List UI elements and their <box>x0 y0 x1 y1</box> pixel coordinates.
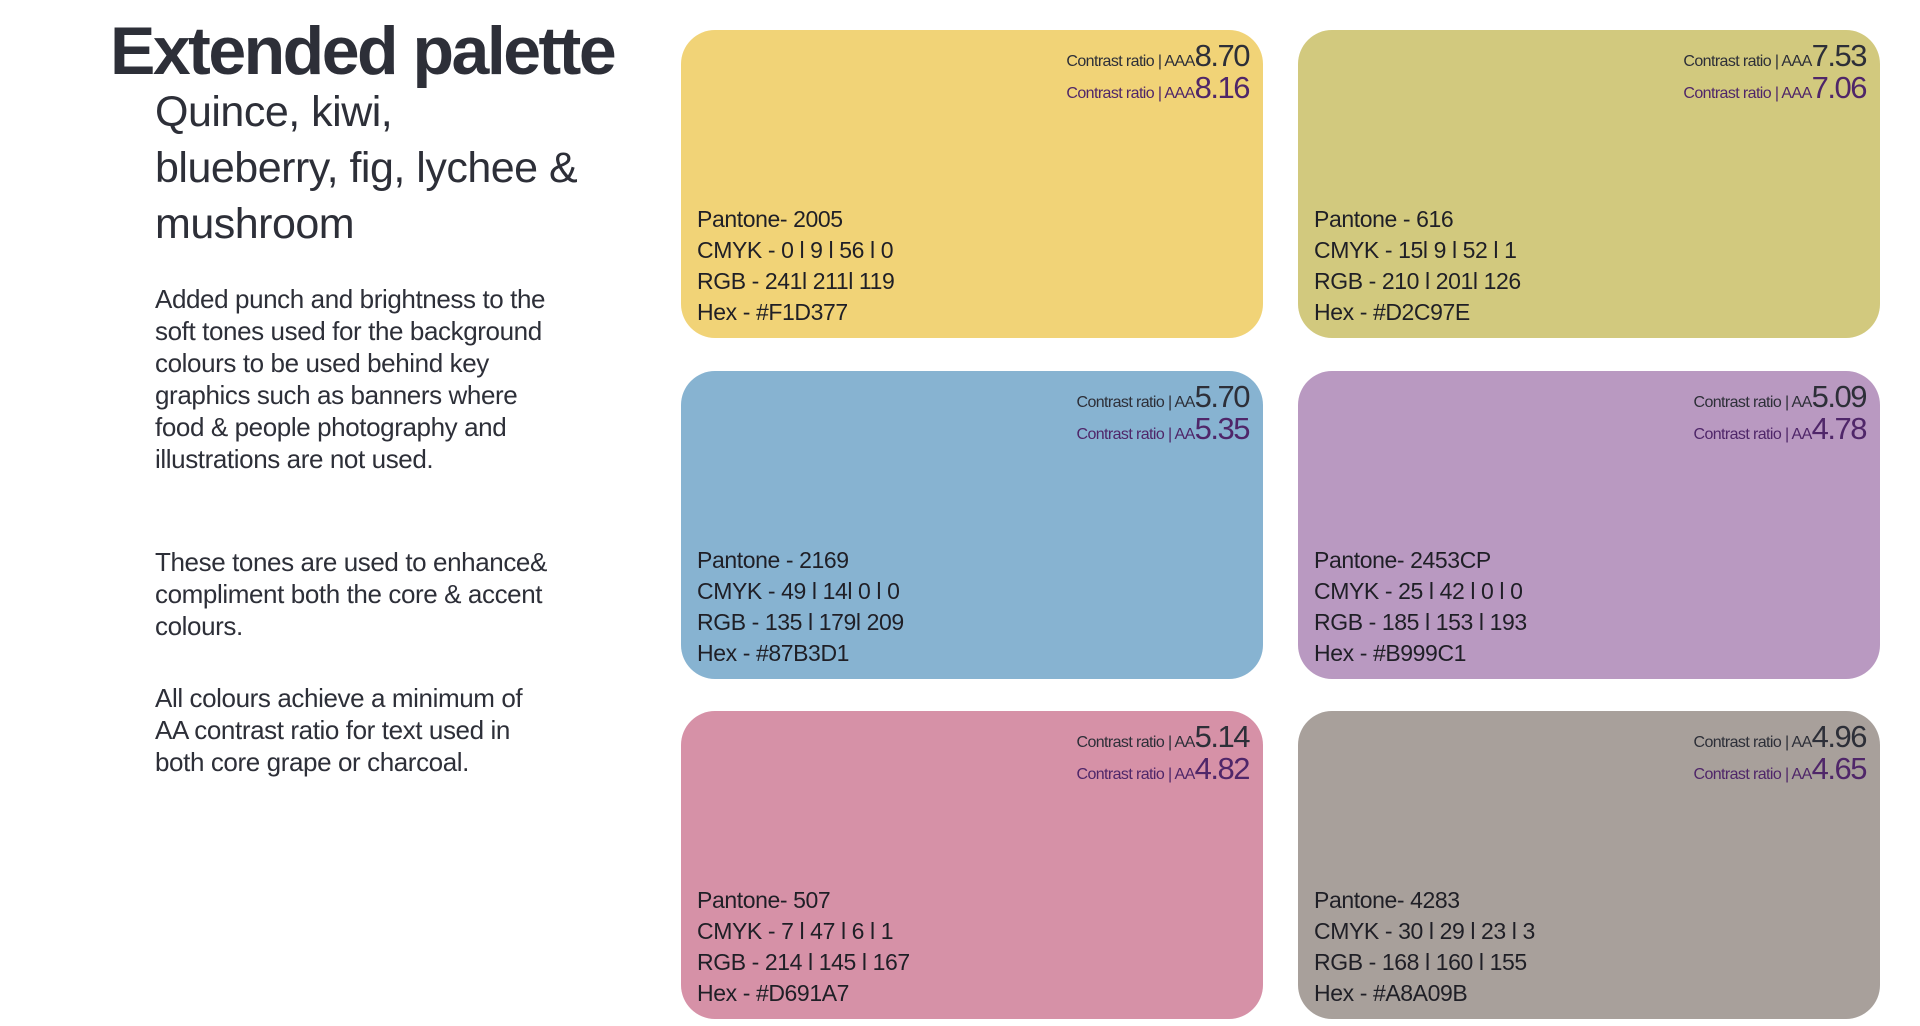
rgb-value: RGB - 185 l 153 l 193 <box>1314 609 1527 635</box>
color-specs: Pantone- 2453CP CMYK - 25 l 42 l 0 l 0 R… <box>1314 545 1527 669</box>
rgb-value: RGB - 210 l 201l 126 <box>1314 268 1521 294</box>
rgb-value: RGB - 241l 211l 119 <box>697 268 895 294</box>
color-specs: Pantone - 616 CMYK - 15l 9 l 52 l 1 RGB … <box>1314 204 1521 328</box>
page-title: Extended palette <box>110 13 617 89</box>
color-specs: Pantone- 2005 CMYK - 0 l 9 l 56 l 0 RGB … <box>697 204 895 328</box>
contrast-ratio-charcoal: Contrast ratio | AAA7.53 <box>1683 38 1867 73</box>
cmyk-value: CMYK - 25 l 42 l 0 l 0 <box>1314 578 1523 604</box>
cmyk-value: CMYK - 15l 9 l 52 l 1 <box>1314 237 1517 263</box>
contrast-ratio-grape: Contrast ratio | AA4.65 <box>1693 751 1868 786</box>
contrast-ratio-grape: Contrast ratio | AAA7.06 <box>1683 70 1867 105</box>
cmyk-value: CMYK - 49 l 14l 0 l 0 <box>697 578 900 604</box>
hex-value: Hex - #B999C1 <box>1314 640 1467 666</box>
swatch-card-quince: Contrast ratio | AAA8.70 Contrast ratio … <box>681 30 1263 338</box>
hex-value: Hex - #D691A7 <box>697 980 850 1006</box>
swatch-card-lychee: Contrast ratio | AA5.14 Contrast ratio |… <box>681 711 1263 1019</box>
rgb-value: RGB - 214 l 145 l 167 <box>697 949 910 975</box>
rgb-value: RGB - 135 l 179l 209 <box>697 609 904 635</box>
swatch-card-mushroom: Contrast ratio | AA4.96 Contrast ratio |… <box>1298 711 1880 1019</box>
contrast-ratios: Contrast ratio | AA5.09 Contrast ratio |… <box>1693 379 1868 446</box>
page-subtitle: Quince, kiwi, blueberry, fig, lychee & m… <box>155 88 578 248</box>
contrast-paragraph: All colours achieve a minimum of AA cont… <box>155 683 523 777</box>
contrast-ratios: Contrast ratio | AAA8.70 Contrast ratio … <box>1066 38 1250 105</box>
cmyk-value: CMYK - 0 l 9 l 56 l 0 <box>697 237 894 263</box>
pantone-value: Pantone- 4283 <box>1314 887 1460 913</box>
swatch-card-fig: Contrast ratio | AA5.09 Contrast ratio |… <box>1298 371 1880 679</box>
contrast-ratio-charcoal: Contrast ratio | AA5.14 <box>1076 719 1251 754</box>
contrast-ratios: Contrast ratio | AAA7.53 Contrast ratio … <box>1683 38 1867 105</box>
contrast-ratio-grape: Contrast ratio | AA5.35 <box>1076 411 1251 446</box>
hex-value: Hex - #87B3D1 <box>697 640 850 666</box>
color-specs: Pantone - 2169 CMYK - 49 l 14l 0 l 0 RGB… <box>697 545 904 669</box>
contrast-ratio-charcoal: Contrast ratio | AA5.09 <box>1693 379 1868 414</box>
contrast-ratios: Contrast ratio | AA5.70 Contrast ratio |… <box>1076 379 1251 446</box>
pantone-value: Pantone- 2453CP <box>1314 547 1491 573</box>
cmyk-value: CMYK - 30 l 29 l 23 l 3 <box>1314 918 1535 944</box>
pantone-value: Pantone - 2169 <box>697 547 849 573</box>
intro-paragraph: Added punch and brightness to the soft t… <box>155 284 546 474</box>
pantone-value: Pantone - 616 <box>1314 206 1454 232</box>
pantone-value: Pantone- 507 <box>697 887 831 913</box>
contrast-ratio-grape: Contrast ratio | AA4.82 <box>1076 751 1251 786</box>
rgb-value: RGB - 168 l 160 l 155 <box>1314 949 1527 975</box>
swatch-card-kiwi: Contrast ratio | AAA7.53 Contrast ratio … <box>1298 30 1880 338</box>
contrast-ratio-grape: Contrast ratio | AAA8.16 <box>1066 70 1250 105</box>
swatch-card-blueberry: Contrast ratio | AA5.70 Contrast ratio |… <box>681 371 1263 679</box>
color-specs: Pantone- 507 CMYK - 7 l 47 l 6 l 1 RGB -… <box>697 885 910 1009</box>
contrast-ratio-charcoal: Contrast ratio | AAA8.70 <box>1066 38 1250 73</box>
color-specs: Pantone- 4283 CMYK - 30 l 29 l 23 l 3 RG… <box>1314 885 1535 1009</box>
hex-value: Hex - #D2C97E <box>1314 299 1470 325</box>
contrast-ratio-grape: Contrast ratio | AA4.78 <box>1693 411 1868 446</box>
pantone-value: Pantone- 2005 <box>697 206 843 232</box>
contrast-ratios: Contrast ratio | AA4.96 Contrast ratio |… <box>1693 719 1868 786</box>
contrast-ratio-charcoal: Contrast ratio | AA4.96 <box>1693 719 1868 754</box>
usage-paragraph: These tones are used to enhance& complim… <box>155 547 547 641</box>
hex-value: Hex - #F1D377 <box>697 299 848 325</box>
hex-value: Hex - #A8A09B <box>1314 980 1468 1006</box>
contrast-ratio-charcoal: Contrast ratio | AA5.70 <box>1076 379 1251 414</box>
contrast-ratios: Contrast ratio | AA5.14 Contrast ratio |… <box>1076 719 1251 786</box>
cmyk-value: CMYK - 7 l 47 l 6 l 1 <box>697 918 894 944</box>
